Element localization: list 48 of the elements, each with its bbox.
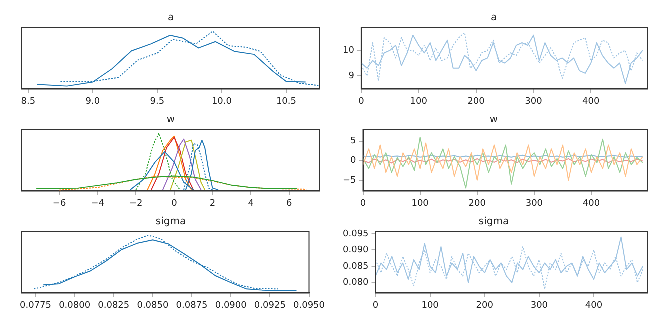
x-tick-label: 100: [410, 96, 428, 107]
x-tick-label: 0: [172, 198, 178, 209]
x-tick-label: 400: [582, 198, 600, 209]
y-tick-label: 0.095: [343, 229, 369, 240]
y-tick-label: 10: [343, 46, 355, 56]
x-tick-label: 0.0775: [20, 300, 52, 311]
chart-title: sigma: [478, 216, 510, 228]
y-tick-label: 0.085: [343, 262, 369, 272]
x-tick-label: 0.0925: [254, 300, 286, 311]
x-tick-label: 2: [210, 198, 216, 209]
y-tick-label: 9: [348, 71, 355, 82]
x-tick-label: −2: [130, 198, 143, 209]
x-tick-label: 0.0850: [137, 300, 169, 311]
chart-title: w: [490, 114, 498, 126]
x-tick-label: 0.0825: [98, 300, 130, 311]
x-tick-label: 0.0900: [215, 300, 248, 311]
x-tick-label: 300: [530, 300, 548, 311]
x-tick-label: 200: [468, 198, 486, 209]
x-tick-label: 200: [476, 300, 494, 311]
x-tick-label: 300: [525, 96, 543, 107]
x-tick-label: 0.0875: [176, 300, 208, 311]
x-tick-label: 10.5: [276, 96, 296, 107]
chart-title: a: [168, 12, 174, 24]
x-tick-label: 4: [248, 198, 254, 209]
y-tick-label: 0: [350, 156, 357, 166]
chart-title: sigma: [156, 216, 186, 228]
x-tick-label: 100: [422, 300, 440, 311]
x-tick-label: 0.0800: [59, 300, 91, 311]
x-tick-label: 300: [526, 198, 544, 209]
y-tick-label: 0.090: [343, 246, 370, 256]
x-tick-label: 9.0: [86, 96, 100, 107]
x-tick-label: 400: [582, 96, 600, 107]
x-tick-label: 0.0950: [294, 300, 326, 311]
x-tick-label: −6: [52, 198, 66, 209]
x-tick-label: 10.0: [212, 96, 232, 107]
chart-title: w: [166, 114, 176, 126]
y-tick-label: 5: [350, 136, 356, 147]
chart-title: a: [490, 12, 498, 24]
x-tick-label: 100: [412, 198, 430, 209]
x-tick-label: 400: [585, 300, 603, 311]
x-tick-label: 200: [468, 96, 486, 107]
x-tick-label: −4: [91, 198, 105, 209]
y-tick-label: −5: [342, 176, 356, 186]
x-tick-label: 6: [286, 198, 292, 209]
x-tick-label: 8.5: [21, 96, 36, 107]
x-tick-label: 0: [372, 300, 379, 311]
x-tick-label: 9.5: [150, 96, 165, 107]
y-tick-label: 0.080: [343, 278, 370, 288]
